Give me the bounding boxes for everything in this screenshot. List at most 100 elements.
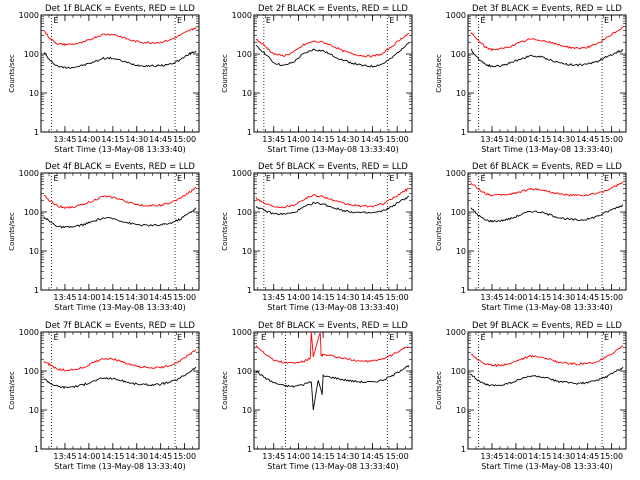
x-tick-label: 14:45 [361, 135, 384, 144]
y-tick-label: 100 [451, 208, 466, 217]
y-tick-label: 10 [242, 89, 252, 98]
y-tick-label: 1000 [446, 169, 466, 178]
panel-title: Det 1f BLACK = Events, RED = LLD [45, 4, 195, 14]
x-tick-label: 14:30 [552, 452, 575, 461]
y-tick-label: 1 [34, 445, 39, 454]
panel-title: Det 9f BLACK = Events, RED = LLD [472, 321, 622, 331]
y-tick-label: 1000 [232, 11, 252, 20]
x-tick-label: 14:00 [504, 293, 527, 302]
y-tick-label: 100 [24, 50, 39, 59]
x-tick-label: 13:45 [480, 452, 503, 461]
y-axis-label: Counts/sec [221, 54, 229, 93]
y-tick-label: 1 [247, 286, 252, 295]
x-tick-label: 14:00 [77, 452, 100, 461]
x-tick-label: 14:45 [149, 135, 172, 144]
plot-frame [253, 331, 413, 450]
eclipse-marker-label: E [604, 174, 609, 183]
detector-panel-8: Det 8f BLACK = Events, RED = LLD 1 10 100 10… [221, 321, 413, 471]
x-tick-label: 14:30 [552, 293, 575, 302]
plot-frame [253, 172, 413, 291]
eclipse-marker-label: E [266, 174, 271, 183]
y-tick-label: 1 [461, 128, 466, 137]
x-tick-label: 14:15 [528, 293, 551, 302]
x-tick-label: 14:00 [287, 135, 310, 144]
panel-title: Det 3f BLACK = Events, RED = LLD [472, 4, 622, 14]
eclipse-marker-label: E [481, 333, 486, 342]
y-tick-label: 1000 [232, 169, 252, 178]
x-tick-label: 14:45 [576, 135, 599, 144]
y-tick-label: 1 [34, 286, 39, 295]
x-tick-label: 13:45 [262, 293, 285, 302]
y-tick-label: 100 [237, 50, 252, 59]
x-tick-label: 14:30 [552, 135, 575, 144]
lld-series-line [43, 186, 197, 210]
y-tick-label: 1 [461, 286, 466, 295]
x-tick-label: 14:00 [287, 452, 310, 461]
x-tick-label: 14:15 [312, 135, 335, 144]
eclipse-marker-label: E [177, 174, 182, 183]
y-tick-label: 10 [456, 89, 466, 98]
lld-series-line [255, 188, 410, 209]
y-tick-label: 100 [451, 367, 466, 376]
panel-title: Det 8f BLACK = Events, RED = LLD [258, 321, 408, 331]
eclipse-marker-label: E [54, 174, 59, 183]
x-tick-label: 14:45 [576, 293, 599, 302]
y-axis-label: Counts/sec [8, 371, 16, 410]
y-tick-label: 10 [29, 89, 39, 98]
detector-panel-4: Det 4f BLACK = Events, RED = LLD 1 10 100 10… [8, 162, 200, 312]
eclipse-marker-label: E [389, 174, 394, 183]
x-tick-label: 15:00 [173, 293, 196, 302]
x-axis-label: Start Time (13-May-08 13:33:40) [267, 303, 398, 312]
eclipse-marker-label: E [54, 333, 59, 342]
y-tick-label: 1000 [19, 328, 39, 337]
y-tick-label: 100 [451, 50, 466, 59]
x-axis-label: Start Time (13-May-08 13:33:40) [481, 145, 612, 154]
lld-series-line [470, 181, 624, 197]
events-series-line [470, 48, 624, 68]
y-tick-label: 1 [34, 128, 39, 137]
x-tick-label: 14:45 [361, 452, 384, 461]
x-tick-label: 15:00 [386, 135, 409, 144]
y-tick-label: 100 [24, 208, 39, 217]
x-tick-label: 14:00 [77, 135, 100, 144]
plot-frame [467, 14, 627, 133]
y-tick-label: 1 [247, 445, 252, 454]
x-axis-label: Start Time (13-May-08 13:33:40) [267, 145, 398, 154]
lld-series-line [470, 345, 624, 367]
x-tick-label: 14:30 [336, 452, 359, 461]
plot-frame [40, 14, 200, 133]
x-axis-label: Start Time (13-May-08 13:33:40) [481, 462, 612, 471]
x-tick-label: 14:15 [101, 293, 124, 302]
eclipse-marker-label: E [481, 16, 486, 25]
plot-frame [40, 172, 200, 291]
y-tick-label: 1000 [19, 11, 39, 20]
y-axis-label: Counts/sec [435, 212, 443, 251]
y-tick-label: 10 [242, 247, 252, 256]
y-tick-label: 100 [24, 367, 39, 376]
events-series-line [255, 365, 410, 411]
x-tick-label: 14:00 [504, 135, 527, 144]
plot-frame [40, 331, 200, 450]
x-tick-label: 14:15 [312, 452, 335, 461]
eclipse-marker-label: E [177, 16, 182, 25]
plot-frame [253, 14, 413, 133]
y-tick-label: 1000 [446, 328, 466, 337]
panel-title: Det 5f BLACK = Events, RED = LLD [258, 162, 408, 172]
x-tick-label: 15:00 [600, 135, 623, 144]
x-tick-label: 13:45 [480, 293, 503, 302]
y-tick-label: 100 [237, 367, 252, 376]
y-tick-label: 1000 [232, 328, 252, 337]
detector-panel-5: Det 5f BLACK = Events, RED = LLD 1 10 100 10… [221, 162, 413, 312]
detector-panel-2: Det 2f BLACK = Events, RED = LLD 1 10 100 10… [221, 4, 413, 154]
y-tick-label: 1000 [19, 169, 39, 178]
y-tick-label: 1 [247, 128, 252, 137]
detector-panel-7: Det 7f BLACK = Events, RED = LLD 1 10 100 10… [8, 321, 200, 471]
x-tick-label: 14:45 [149, 293, 172, 302]
x-tick-label: 14:00 [77, 293, 100, 302]
x-tick-label: 13:45 [262, 452, 285, 461]
y-axis-label: Counts/sec [221, 212, 229, 251]
y-axis-label: Counts/sec [8, 212, 16, 251]
y-axis-label: Counts/sec [8, 54, 16, 93]
events-series-line [43, 207, 197, 229]
events-series-line [470, 366, 624, 387]
